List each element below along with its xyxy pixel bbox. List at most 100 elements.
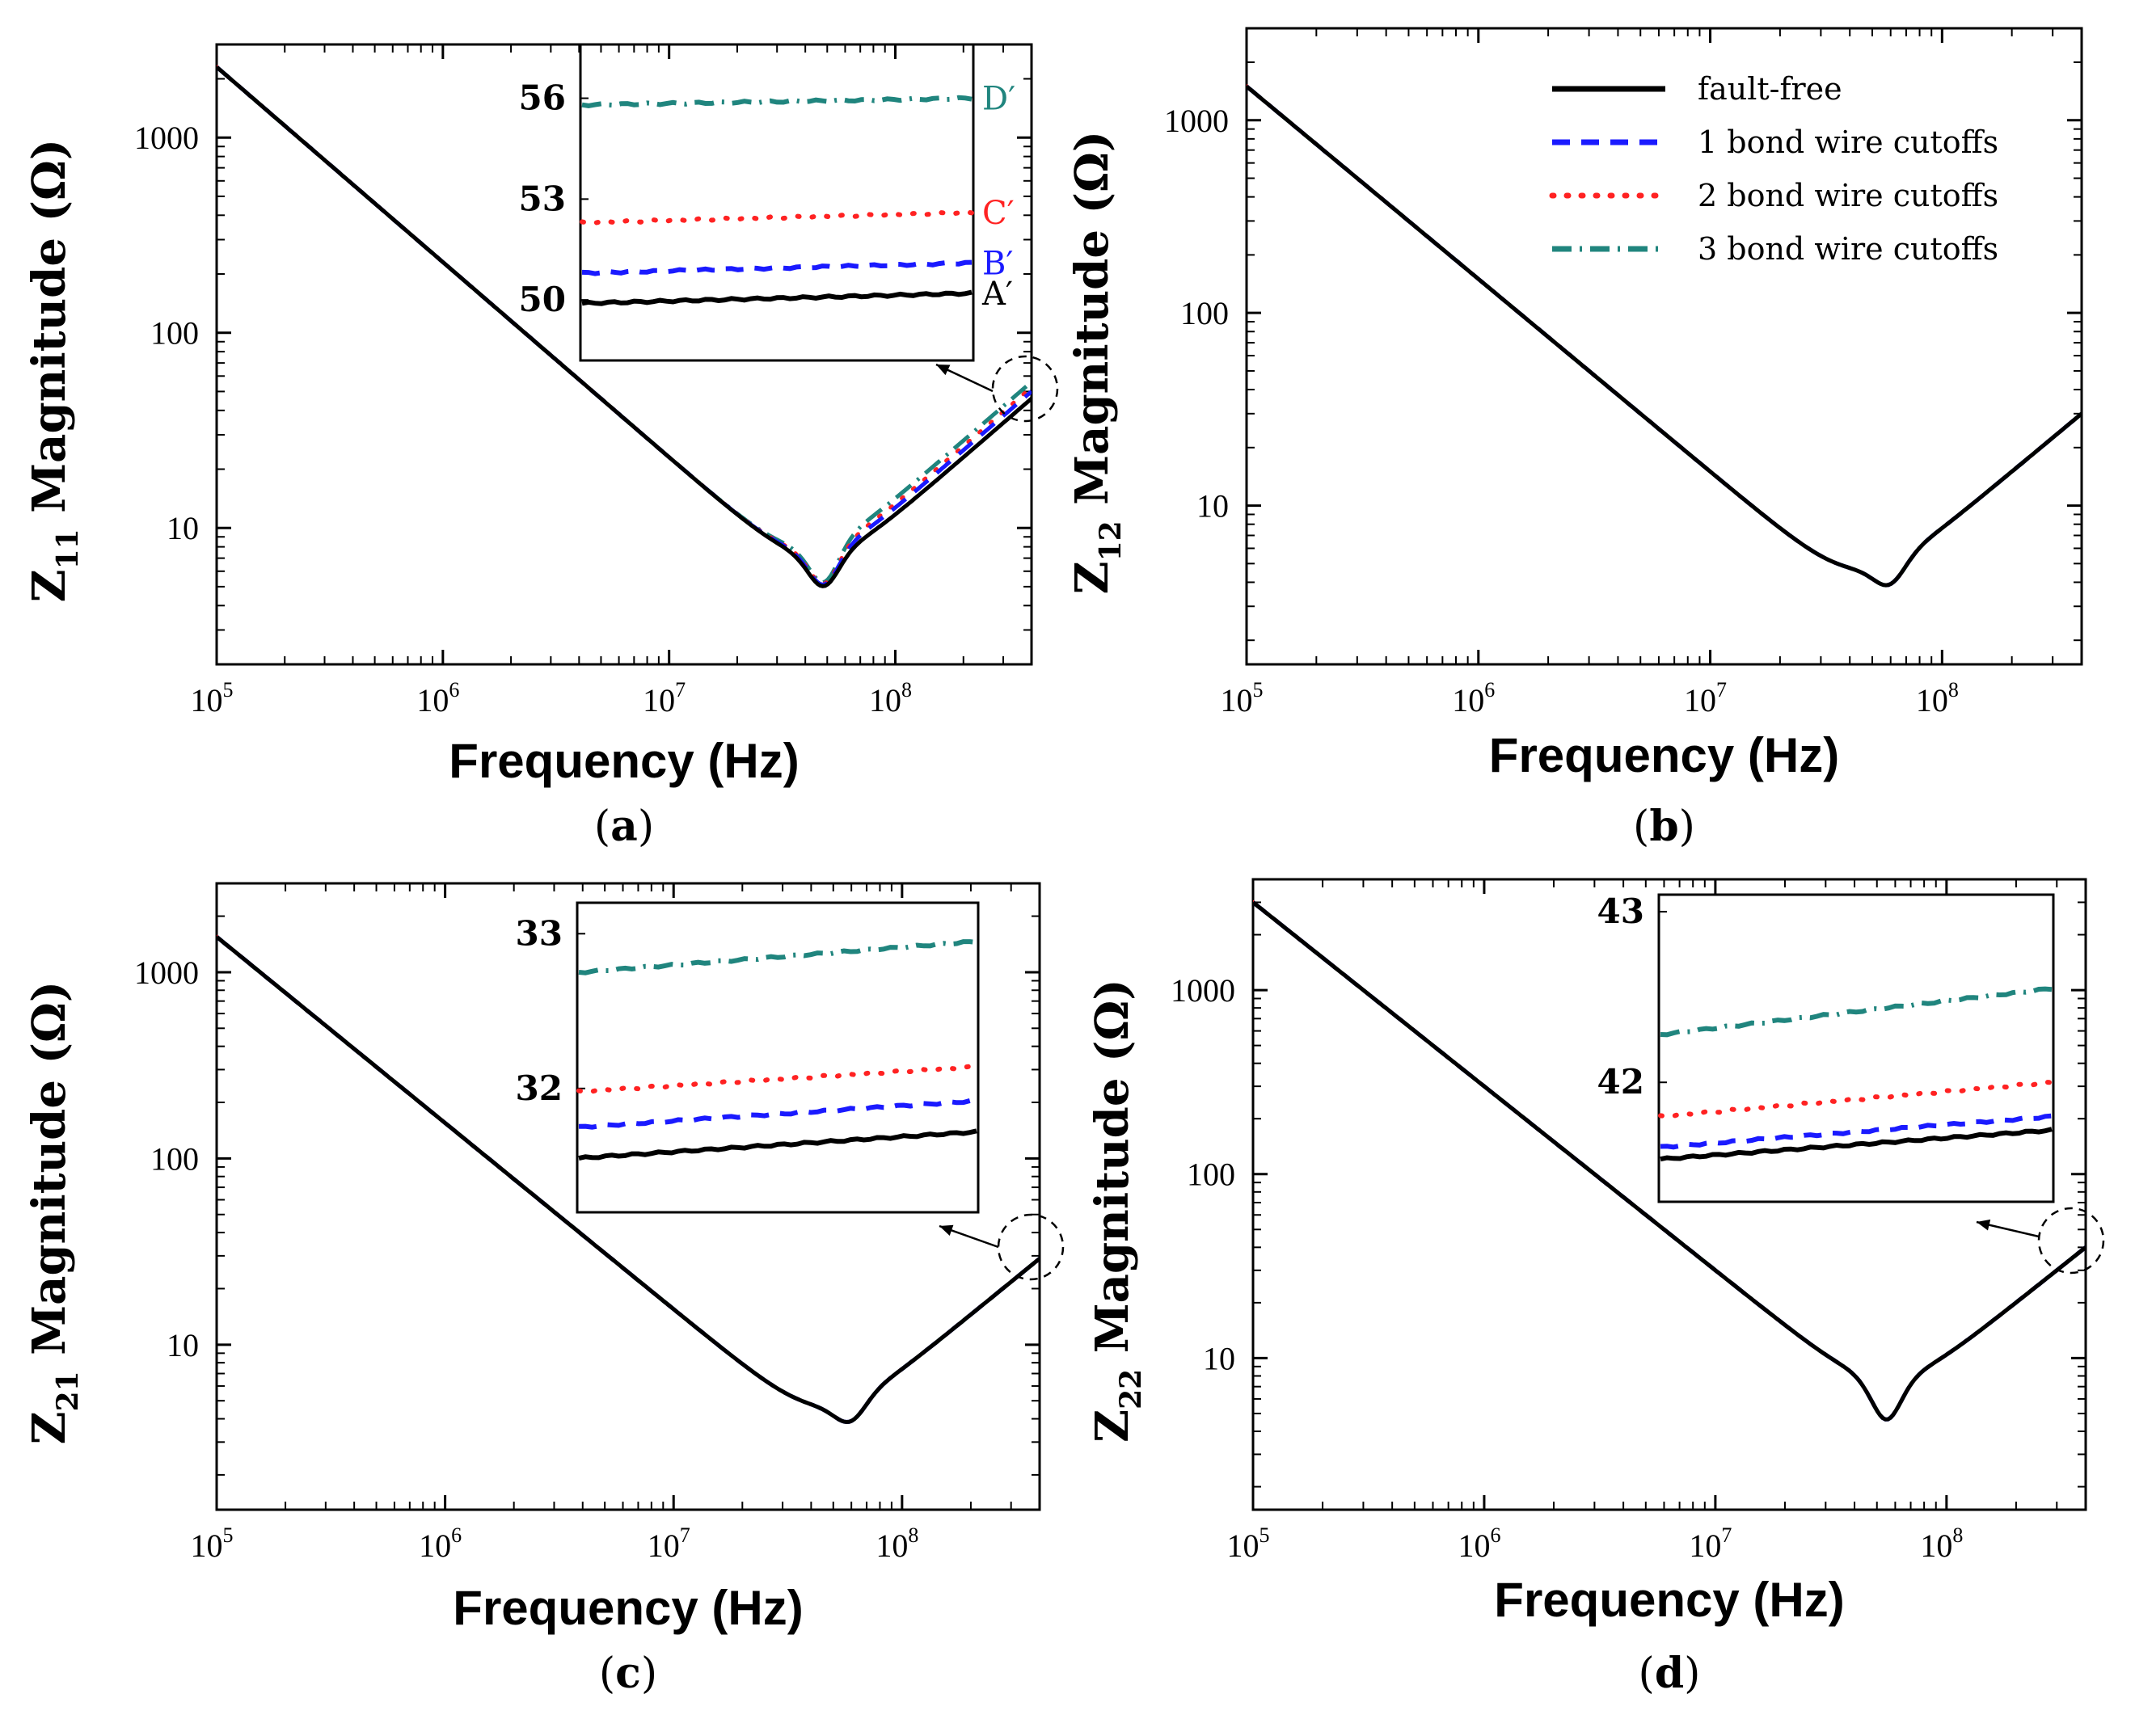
- y-axis-symbol: Z: [23, 569, 76, 602]
- series-line-2-bond-wire-cutoffs: [1247, 84, 2082, 588]
- caption-close: ): [641, 1650, 657, 1698]
- y-tick-label: 100: [150, 315, 199, 352]
- zoom-arrow-head: [939, 1224, 954, 1236]
- legend: fault-free 1 bond wire cutoffs 2 bond wire…: [1549, 71, 1998, 267]
- zoom-region-circle: [2037, 1207, 2105, 1275]
- series-line-1-bond-wire-cutoffs: [1247, 84, 2082, 588]
- y-tick-label: 10: [1203, 1340, 1235, 1376]
- y-tick-label: 100: [1180, 295, 1229, 331]
- x-tick-exponent: 6: [451, 1523, 462, 1547]
- x-tick-label: 106: [419, 1523, 462, 1564]
- inset: 42 43: [1597, 891, 2055, 1203]
- series-line-1-bond-wire-cutoffs: [217, 935, 1040, 1425]
- x-tick-base: 10: [1689, 1527, 1721, 1564]
- inset-series-1-bond-wire-cutoffs: [578, 1098, 977, 1130]
- x-tick-exponent: 6: [449, 678, 459, 702]
- caption-close: ): [1679, 803, 1695, 851]
- y-axis-unit: Magnitude (Ω): [1065, 131, 1119, 521]
- x-tick-base: 10: [191, 1527, 223, 1564]
- series-line-fault-free: [1247, 84, 2082, 588]
- y-axis-title: Z11 Magnitude (Ω): [23, 139, 85, 603]
- caption-open: (: [1633, 803, 1649, 851]
- series-line-1-bond-wire-cutoffs: [1253, 900, 2086, 1422]
- panel-caption: (a): [594, 802, 654, 851]
- inset-series-tag: D′: [982, 81, 1015, 118]
- x-tick-label: 107: [1689, 1523, 1732, 1564]
- inset-y-tick-label: 50: [519, 280, 566, 319]
- x-tick-exponent: 7: [675, 678, 686, 702]
- inset: 50 53 56 A′B′ C′ D′: [519, 43, 1015, 362]
- x-tick-base: 10: [1458, 1527, 1490, 1564]
- x-tick-label: 108: [869, 678, 912, 718]
- caption-open: (: [1639, 1650, 1655, 1698]
- x-tick-base: 10: [1221, 682, 1253, 718]
- x-tick-label: 106: [1452, 678, 1495, 718]
- caption-letter: b: [1649, 802, 1678, 851]
- y-tick-label: 10: [167, 510, 199, 546]
- caption-close: ): [1684, 1650, 1700, 1698]
- panel-caption: (b): [1633, 802, 1695, 851]
- inset-series-tag: A′: [981, 276, 1013, 313]
- inset-series-tag: C′: [982, 195, 1015, 232]
- y-tick-label: 1000: [1164, 103, 1229, 139]
- x-tick-exponent: 5: [223, 1523, 234, 1547]
- x-tick-base: 10: [643, 682, 675, 718]
- inset-series-1-bond-wire-cutoffs: [581, 259, 973, 276]
- y-axis-title: Z22 Magnitude (Ω): [1086, 979, 1148, 1443]
- x-axis-title: Frequency (Hz): [1494, 1573, 1844, 1627]
- x-tick-label: 105: [1221, 678, 1264, 718]
- inset-series-tag: B′: [982, 245, 1013, 282]
- x-axis-title: Frequency (Hz): [1489, 728, 1839, 782]
- x-tick-base: 10: [1684, 682, 1716, 718]
- y-axis-symbol: Z: [23, 1411, 76, 1444]
- plot-frame: [215, 882, 1041, 1511]
- inset-y-tick-label: 33: [516, 913, 563, 953]
- series-line-2-bond-wire-cutoffs: [217, 934, 1040, 1425]
- plot-frame: [215, 43, 1033, 666]
- y-axis-symbol: Z: [1065, 561, 1119, 594]
- series-line-3-bond-wire-cutoffs: [1247, 84, 2082, 588]
- series-line-3-bond-wire-cutoffs: [217, 935, 1040, 1425]
- y-axis-symbol: Z: [1086, 1409, 1139, 1443]
- x-tick-label: 106: [416, 678, 459, 718]
- x-tick-exponent: 6: [1484, 678, 1495, 702]
- x-tick-base: 10: [869, 682, 901, 718]
- inset-frame: [576, 901, 980, 1214]
- x-tick-label: 107: [643, 678, 686, 718]
- panel-caption: (c): [599, 1649, 657, 1698]
- x-tick-exponent: 5: [1259, 1523, 1270, 1547]
- y-tick-label: 100: [1187, 1157, 1235, 1193]
- plot-frame: [1245, 27, 2083, 666]
- series-line-2-bond-wire-cutoffs: [217, 65, 1032, 586]
- inset-series-2-bond-wire-cutoffs: [1658, 1079, 2054, 1119]
- x-tick-label: 107: [648, 1523, 690, 1564]
- x-tick-base: 10: [1452, 682, 1484, 718]
- x-tick-base: 10: [1227, 1527, 1259, 1564]
- caption-close: ): [638, 803, 654, 851]
- y-tick-label: 100: [150, 1140, 199, 1177]
- x-tick-label: 108: [876, 1523, 918, 1564]
- inset-frame: [1657, 893, 2055, 1203]
- inset-y-tick-label: 43: [1597, 891, 1644, 931]
- legend-label: 3 bond wire cutoffs: [1698, 231, 1998, 267]
- zoom-arrow-head: [936, 364, 951, 376]
- x-tick-base: 10: [419, 1527, 451, 1564]
- caption-letter: d: [1655, 1649, 1684, 1698]
- caption-letter: a: [610, 802, 638, 851]
- y-tick-label: 10: [1196, 488, 1229, 525]
- legend-label: fault-free: [1698, 71, 1842, 107]
- x-tick-label: 105: [191, 678, 234, 718]
- x-tick-label: 105: [191, 1523, 234, 1564]
- x-tick-label: 105: [1227, 1523, 1270, 1564]
- inset-frame: [579, 43, 975, 362]
- y-tick-label: 10: [167, 1327, 199, 1363]
- x-tick-exponent: 6: [1490, 1523, 1500, 1547]
- y-tick-label: 1000: [1171, 972, 1235, 1009]
- x-tick-base: 10: [876, 1527, 908, 1564]
- legend-label: 2 bond wire cutoffs: [1698, 178, 1998, 213]
- caption-open: (: [599, 1650, 615, 1698]
